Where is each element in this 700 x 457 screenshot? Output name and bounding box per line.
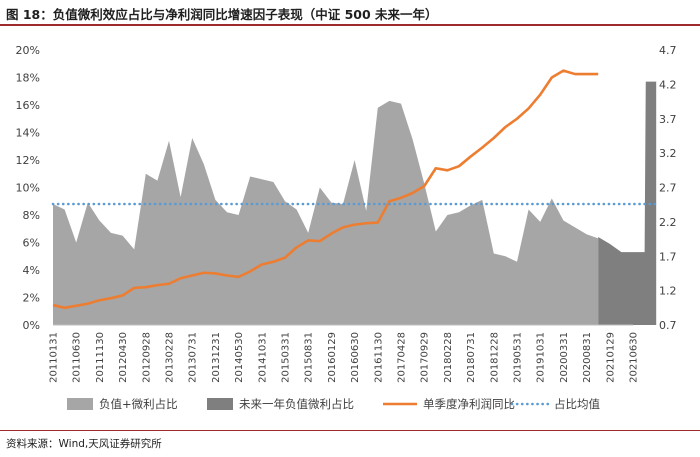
x-tick-label: 20160129 (327, 332, 338, 383)
y-left-tick-label: 8% (23, 209, 40, 222)
x-tick-label: 20150831 (304, 332, 315, 383)
x-tick-label: 20170428 (397, 332, 408, 383)
y-left-tick-label: 18% (16, 72, 40, 85)
x-tick-label: 20170929 (420, 332, 431, 383)
x-tick-label: 20181228 (489, 332, 500, 383)
x-tick-label: 20141031 (257, 332, 268, 383)
y-right-tick-label: 3.7 (659, 113, 677, 126)
y-left-tick-label: 0% (23, 319, 40, 332)
source-rule (0, 430, 700, 431)
y-left-tick-label: 20% (16, 44, 40, 57)
x-tick-label: 20111130 (95, 332, 106, 383)
y-left-tick-label: 16% (16, 99, 40, 112)
x-tick-label: 20120430 (118, 332, 129, 383)
x-tick-label: 20180228 (443, 332, 454, 383)
y-right-tick-label: 0.7 (659, 319, 677, 332)
x-tick-label: 20131231 (211, 332, 222, 383)
title-rule (0, 24, 700, 26)
x-tick-label: 20200831 (582, 332, 593, 383)
legend-label-1: 未来一年负值微利占比 (239, 397, 354, 411)
series-area-1 (598, 81, 657, 325)
y-right-tick-label: 2.2 (659, 216, 677, 229)
x-tick-label: 20191031 (536, 332, 547, 383)
x-tick-label: 20110630 (72, 332, 83, 383)
series-area-0 (53, 100, 599, 325)
figure-title: 图 18：负值微利效应占比与净利润同比增速因子表现（中证 500 未来一年） (6, 7, 438, 22)
legend-label-3: 占比均值 (554, 397, 600, 411)
y-right-tick-label: 4.2 (659, 78, 677, 91)
y-right-tick-label: 4.7 (659, 44, 677, 57)
legend-swatch-0 (67, 398, 93, 410)
y-left-tick-label: 2% (23, 292, 40, 305)
x-tick-label: 20140530 (234, 332, 245, 383)
series-line-2 (52, 69, 599, 310)
axes: 0% 2% 4% 6% 8% 10% 12% 14% 16% 18% 20% 0.7 1.2 1.7 2.2… (16, 44, 677, 383)
x-tick-label: 20180731 (466, 332, 477, 383)
x-tick-label: 20150331 (281, 332, 292, 383)
x-tick-label: 20200331 (559, 332, 570, 383)
y-left-tick-label: 4% (23, 264, 40, 277)
y-right-tick-label: 2.7 (659, 182, 677, 195)
x-tick-label: 20160630 (350, 332, 361, 383)
x-tick-label: 20130731 (188, 332, 199, 383)
x-tick-label: 20130228 (165, 332, 176, 383)
plot-area (51, 69, 658, 325)
y-right-tick-label: 3.2 (659, 147, 677, 160)
x-tick-label: 20110131 (49, 332, 60, 383)
y-left-tick-label: 6% (23, 237, 40, 250)
x-tick-label: 20161130 (373, 332, 384, 383)
y-left-tick-label: 14% (16, 127, 40, 140)
legend-label-2: 单季度净利润同比 (423, 397, 515, 411)
chart: 0% 2% 4% 6% 8% 10% 12% 14% 16% 18% 20% 0.7 1.2 1.7 2.2… (16, 44, 677, 411)
y-right-tick-label: 1.2 (659, 285, 677, 298)
y-left-tick-label: 12% (16, 154, 40, 167)
y-right-tick-label: 1.7 (659, 250, 677, 263)
x-tick-label: 20210129 (605, 332, 616, 383)
source-note: 资料来源：Wind,天风证券研究所 (6, 438, 162, 450)
legend: 负值+微利占比 未来一年负值微利占比 单季度净利润同比 占比均值 (67, 397, 600, 411)
x-tick-label: 20120928 (141, 332, 152, 383)
x-tick-label: 20210630 (629, 332, 640, 383)
legend-label-0: 负值+微利占比 (99, 397, 178, 411)
y-left-tick-label: 10% (16, 182, 40, 195)
x-tick-label: 20190531 (513, 332, 524, 383)
legend-swatch-1 (207, 398, 233, 410)
